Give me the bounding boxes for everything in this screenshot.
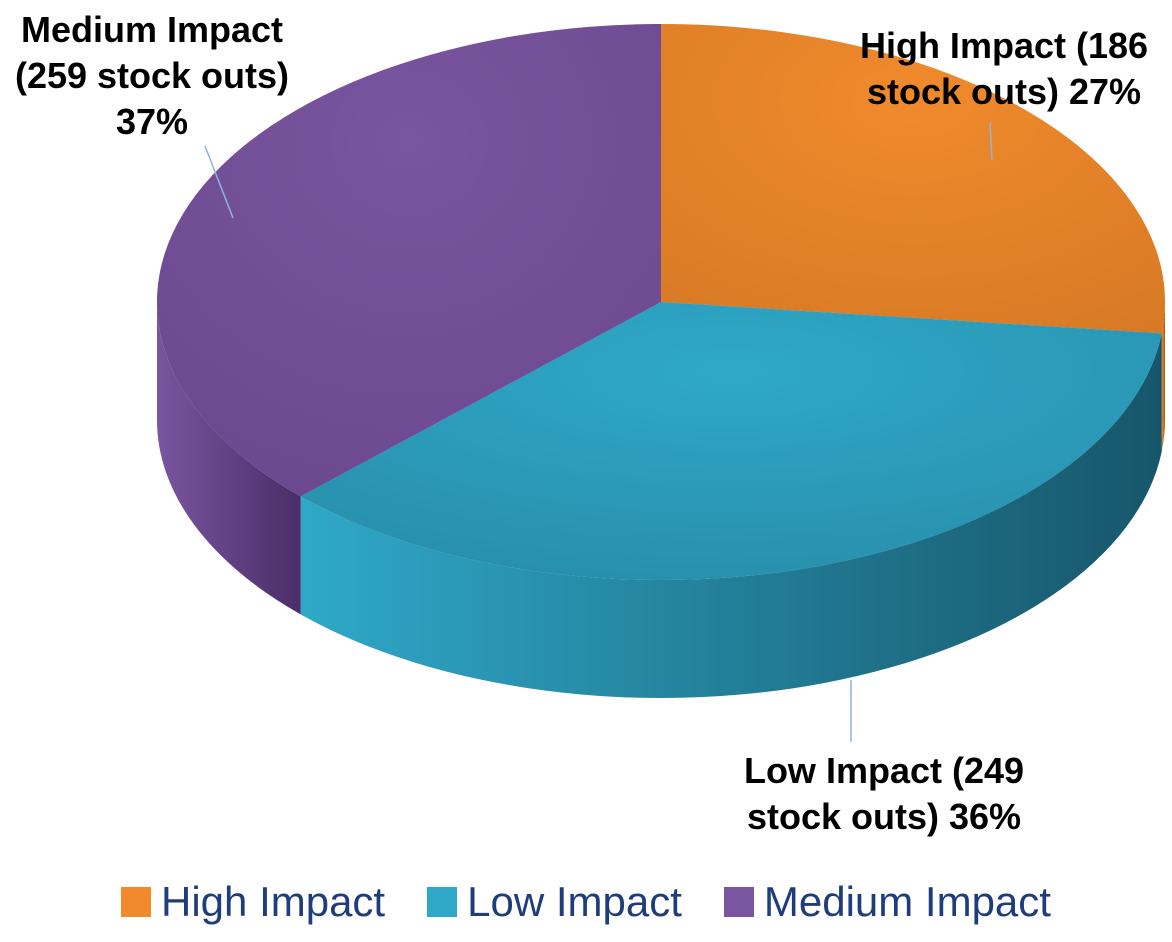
legend-swatch-high-impact — [121, 887, 152, 917]
legend-item-high-impact: High Impact — [121, 878, 385, 926]
legend-label-high-impact: High Impact — [161, 878, 386, 925]
data-label-high-impact: High Impact (186 stock outs) 27% — [860, 25, 1148, 112]
data-label-line: stock outs) 27% — [867, 71, 1141, 112]
legend-swatch-medium-impact — [723, 887, 754, 917]
data-label-line: High Impact (186 — [860, 25, 1148, 66]
pie-side-high-impact — [1161, 302, 1165, 452]
data-label-medium-impact: Medium Impact (259 stock outs) 37% — [15, 9, 289, 142]
legend-item-low-impact: Low Impact — [427, 878, 682, 926]
legend-label-medium-impact: Medium Impact — [763, 878, 1051, 925]
pie-side-medium-impact — [157, 302, 301, 615]
legend-swatch-low-impact — [427, 887, 458, 917]
data-label-line: Low Impact (249 — [744, 750, 1024, 791]
data-label-line: 37% — [116, 101, 188, 142]
pie-slice-shade-high-impact — [661, 24, 1165, 334]
legend-item-medium-impact: Medium Impact — [723, 878, 1051, 926]
pie-slice-shade-medium-impact — [156, 24, 661, 497]
pie-side-low-impact — [300, 333, 1162, 698]
data-label-low-impact: Low Impact (249 stock outs) 36% — [744, 750, 1024, 837]
pie-chart-canvas: High Impact (186 stock outs) 27% Low Impac… — [15, 9, 1165, 837]
data-label-line: Medium Impact — [21, 9, 283, 50]
pie-slice-shade-low-impact — [300, 302, 1162, 581]
data-label-line: stock outs) 36% — [747, 796, 1021, 837]
data-label-line: (259 stock outs) — [15, 55, 289, 96]
leader-line-medium-impact — [204, 145, 234, 219]
leader-line-high-impact — [989, 121, 993, 161]
legend-label-low-impact: Low Impact — [467, 878, 682, 925]
chart-legend: High Impact Low Impact Medium Impact — [0, 872, 1172, 932]
